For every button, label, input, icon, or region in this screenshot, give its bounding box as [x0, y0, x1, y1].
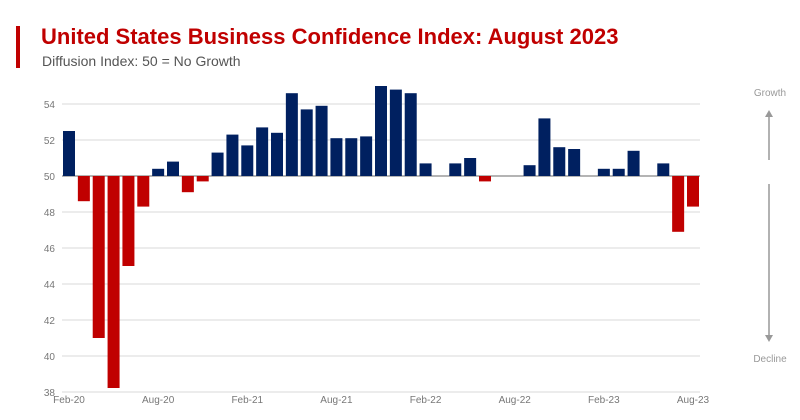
bar-Sep-20 — [167, 161, 179, 176]
decline-label: Decline — [753, 354, 787, 365]
bar-Jan-22 — [404, 93, 417, 176]
bar-Jun-21 — [300, 109, 313, 176]
bar-Apr-21 — [271, 132, 283, 176]
x-tick-label: Aug-22 — [499, 395, 532, 406]
bar-Feb-22 — [419, 163, 432, 176]
bar-Nov-22 — [553, 147, 566, 176]
y-tick-label: 42 — [44, 316, 56, 327]
bar-Jun-22 — [479, 176, 491, 182]
bar-Aug-20 — [152, 168, 165, 176]
bar-Feb-20 — [63, 131, 75, 176]
bar-Jan-21 — [226, 134, 239, 176]
bar-Jul-23 — [672, 176, 685, 232]
bar-Mar-21 — [256, 127, 269, 176]
y-tick-label: 48 — [44, 208, 56, 219]
x-tick-label: Feb-20 — [53, 395, 85, 406]
bar-Jun-23 — [657, 163, 670, 176]
chart-title: United States Business Confidence Index:… — [41, 24, 619, 49]
x-tick-label: Feb-21 — [231, 395, 263, 406]
title-accent-bar — [16, 26, 20, 68]
bar-Feb-23 — [597, 168, 610, 176]
bar-Sep-21 — [345, 138, 358, 176]
bar-Nov-21 — [375, 86, 387, 176]
bar-May-22 — [464, 158, 477, 176]
bar-Oct-22 — [538, 118, 551, 176]
growth-arrow-icon — [765, 110, 773, 160]
x-tick-label: Aug-21 — [320, 395, 353, 406]
bar-Oct-20 — [181, 176, 194, 193]
bar-May-21 — [285, 93, 298, 176]
x-tick-label: Feb-22 — [410, 395, 442, 406]
y-tick-label: 50 — [44, 172, 56, 183]
x-tick-label: Aug-23 — [677, 395, 710, 406]
bar-Mar-23 — [612, 168, 625, 176]
bar-Apr-22 — [449, 163, 462, 176]
bar-Sep-22 — [523, 165, 536, 176]
bar-Aug-23 — [687, 176, 699, 207]
bar-Jun-20 — [122, 176, 135, 266]
bar-Apr-20 — [92, 176, 105, 338]
y-tick-label: 40 — [44, 352, 56, 363]
bar-Feb-21 — [241, 145, 254, 176]
chart-subtitle: Diffusion Index: 50 = No Growth — [42, 53, 241, 69]
bar-Apr-23 — [627, 150, 640, 176]
growth-label: Growth — [754, 88, 786, 99]
bar-Dec-20 — [211, 152, 224, 176]
x-tick-label: Aug-20 — [142, 395, 175, 406]
x-tick-label: Feb-23 — [588, 395, 620, 406]
bar-Mar-20 — [77, 176, 90, 202]
y-tick-label: 52 — [44, 136, 56, 147]
bar-Jul-20 — [137, 176, 150, 207]
y-tick-label: 44 — [44, 280, 56, 291]
y-tick-label: 46 — [44, 244, 56, 255]
bar-Nov-20 — [196, 176, 209, 182]
bar-Aug-21 — [330, 138, 343, 176]
y-tick-label: 38 — [44, 388, 56, 399]
bar-May-20 — [107, 176, 120, 388]
bar-Oct-21 — [360, 136, 373, 176]
decline-arrow-icon — [765, 184, 773, 342]
bar-Jul-21 — [315, 105, 328, 176]
y-tick-label: 54 — [44, 100, 56, 111]
bar-Dec-22 — [568, 149, 581, 176]
bar-Dec-21 — [389, 89, 402, 176]
